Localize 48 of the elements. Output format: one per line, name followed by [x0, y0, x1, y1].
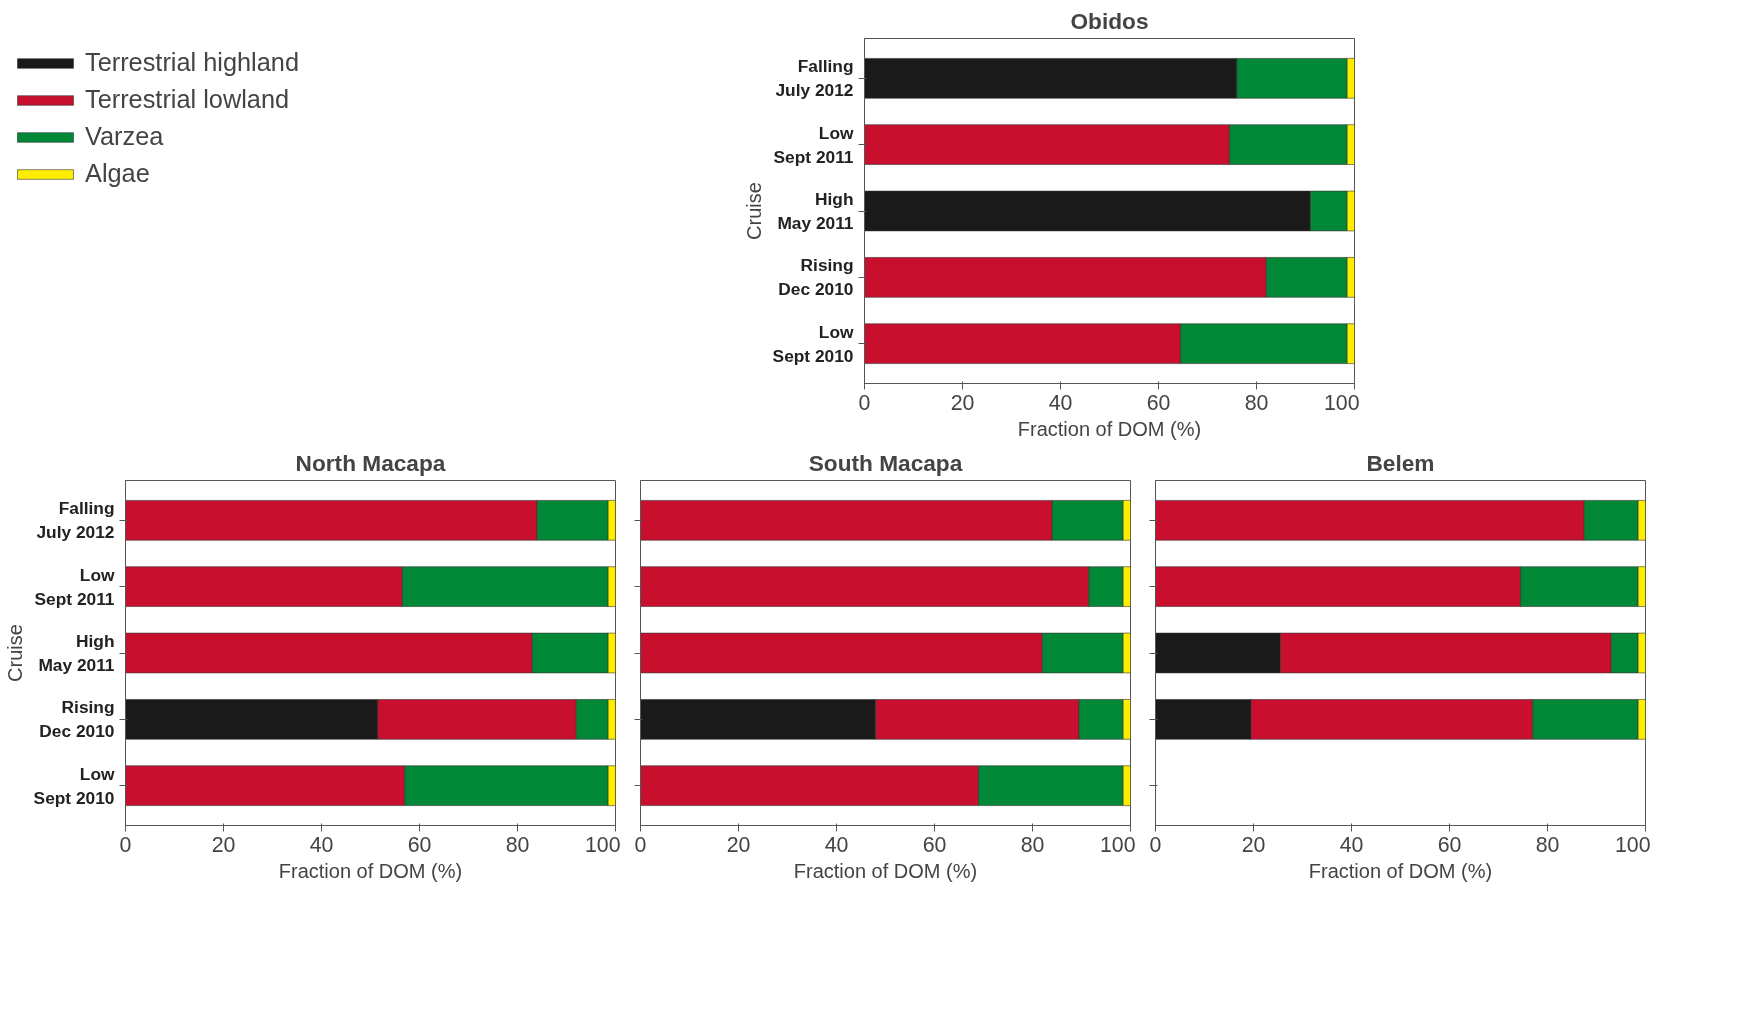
- x-tick-label: 80: [505, 832, 530, 857]
- chart-title: South Macapa: [808, 449, 963, 476]
- x-axis-title: Fraction of DOM (%): [1017, 417, 1202, 440]
- x-tick-label: 0: [119, 832, 132, 857]
- legend-label: Varzea: [85, 122, 164, 151]
- legend-label: Terrestrial highland: [85, 48, 299, 77]
- y-tick-label: Falling July 2012: [36, 498, 115, 543]
- x-tick-label: 100: [1323, 390, 1360, 415]
- x-tick-label: 0: [634, 832, 647, 857]
- y-tick-label: Rising Dec 2010: [39, 697, 115, 742]
- y-tick-label: High May 2011: [38, 631, 115, 675]
- x-tick-label: 60: [1146, 390, 1171, 415]
- legend-label: Terrestrial lowland: [85, 85, 290, 114]
- x-tick-label: 40: [309, 832, 334, 857]
- y-tick-label: Low Sept 2011: [773, 122, 855, 167]
- x-tick-label: 80: [1535, 832, 1560, 857]
- x-tick-label: 60: [407, 832, 432, 857]
- x-tick-label: 60: [1437, 832, 1462, 857]
- chart-title: Belem: [1366, 449, 1435, 476]
- x-tick-label: 0: [858, 390, 871, 415]
- y-tick-label: Low Sept 2010: [33, 763, 116, 808]
- x-tick-label: 40: [1048, 390, 1073, 415]
- x-tick-label: 60: [922, 832, 947, 857]
- x-axis-title: Fraction of DOM (%): [793, 859, 978, 882]
- x-tick-label: 0: [1149, 832, 1162, 857]
- x-tick-label: 100: [584, 832, 621, 857]
- y-tick-label: Low Sept 2010: [772, 321, 855, 366]
- chart-title: Obidos: [1070, 7, 1149, 34]
- x-tick-label: 80: [1244, 390, 1269, 415]
- y-axis-title: Cruise: [742, 182, 765, 240]
- x-tick-label: 40: [1339, 832, 1364, 857]
- y-axis-title: Cruise: [3, 624, 26, 682]
- x-tick-label: 20: [1241, 832, 1266, 857]
- legend-label: Algae: [85, 159, 150, 188]
- x-tick-label: 20: [211, 832, 236, 857]
- chart-title: North Macapa: [295, 449, 446, 476]
- y-tick-label: Low Sept 2011: [34, 564, 116, 609]
- x-tick-label: 100: [1099, 832, 1136, 857]
- x-tick-label: 20: [950, 390, 975, 415]
- x-tick-label: 20: [726, 832, 751, 857]
- y-tick-label: Falling July 2012: [775, 56, 854, 101]
- x-axis-title: Fraction of DOM (%): [1308, 859, 1493, 882]
- x-axis-title: Fraction of DOM (%): [278, 859, 463, 882]
- y-tick-label: High May 2011: [777, 189, 854, 233]
- x-tick-label: 40: [824, 832, 849, 857]
- x-tick-label: 100: [1614, 832, 1651, 857]
- y-tick-label: Rising Dec 2010: [778, 255, 854, 300]
- x-tick-label: 80: [1020, 832, 1045, 857]
